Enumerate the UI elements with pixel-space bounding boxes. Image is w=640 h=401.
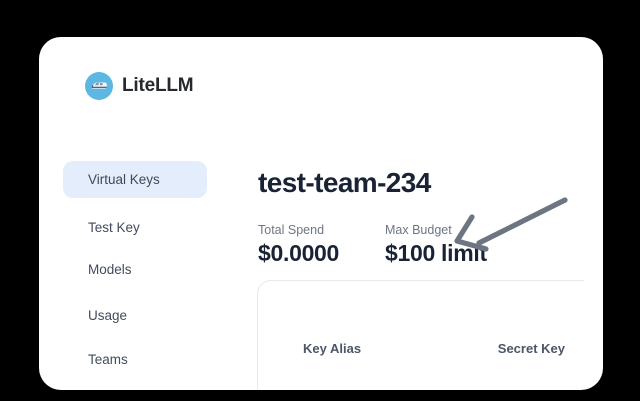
brand-name: LiteLLM — [122, 75, 194, 96]
train-icon — [85, 72, 113, 100]
sidebar-item-usage[interactable]: Usage — [88, 308, 128, 323]
metric-max-budget: Max Budget $100 limit — [385, 223, 487, 267]
keys-table-header-row: Key Alias Secret Key — [258, 341, 584, 356]
metric-value: $0.0000 — [258, 240, 340, 266]
column-header-secret-key: Secret Key — [497, 341, 565, 356]
metric-value: $100 limit — [385, 240, 487, 266]
sidebar-item-test-key[interactable]: Test Key — [88, 220, 140, 235]
sidebar-item-models[interactable]: Models — [88, 262, 132, 277]
metric-total-spend: Total Spend $0.0000 — [258, 223, 339, 267]
metric-label: Total Spend — [258, 223, 325, 237]
column-header-key-alias: Key Alias — [303, 341, 362, 356]
logo: LiteLLM — [85, 72, 194, 100]
team-title: test-team-234 — [258, 167, 431, 198]
metric-label: Max Budget — [385, 223, 452, 237]
sidebar-item-teams[interactable]: Teams — [88, 352, 128, 367]
keys-table: Key Alias Secret Key — [257, 280, 584, 390]
sidebar-item-virtual-keys[interactable]: Virtual Keys — [63, 161, 207, 198]
app-window: LiteLLM Virtual Keys Test Key Models Usa… — [39, 37, 603, 390]
